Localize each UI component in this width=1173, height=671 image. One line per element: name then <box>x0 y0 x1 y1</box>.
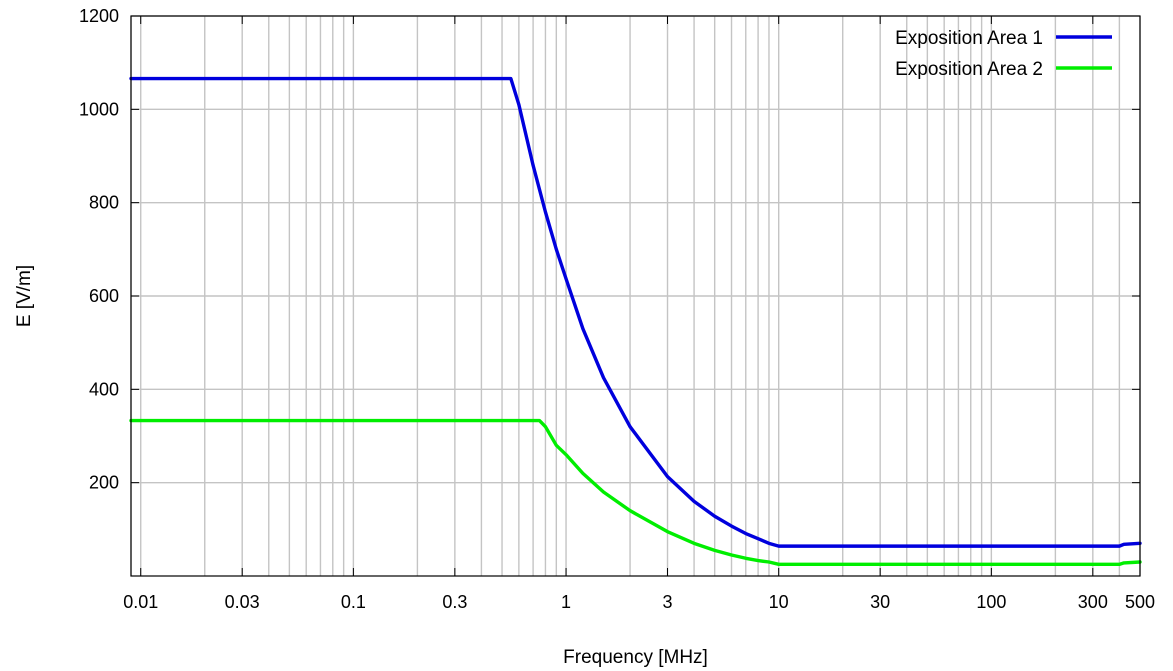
x-axis-label: Frequency [MHz] <box>563 647 708 668</box>
y-tick-label: 200 <box>89 473 119 493</box>
x-tick-label: 30 <box>870 592 890 612</box>
ticks: 0.01 0.03 0.1 0.3 1 3 10 30 100 300 500 200 400 600 80… <box>79 6 1155 612</box>
legend-label-1: Exposition Area 1 <box>895 28 1043 49</box>
x-tick-label: 0.03 <box>225 592 260 612</box>
series-line-2 <box>129 418 1142 567</box>
y-tick-label: 1200 <box>79 6 119 26</box>
x-tick-label: 500 <box>1125 592 1155 612</box>
y-tick-label: 600 <box>89 286 119 306</box>
x-tick-label: 100 <box>976 592 1006 612</box>
x-tick-label: 0.01 <box>123 592 158 612</box>
y-tick-label: 1000 <box>79 99 119 119</box>
x-tick-label: 3 <box>663 592 673 612</box>
y-tick-label: 400 <box>89 379 119 399</box>
series-layer <box>129 76 1142 567</box>
legend-label-2: Exposition Area 2 <box>895 59 1043 80</box>
x-tick-label: 1 <box>561 592 571 612</box>
x-tick-label: 0.3 <box>442 592 467 612</box>
legend: Exposition Area 1 Exposition Area 2 <box>895 28 1112 80</box>
x-tick-label: 10 <box>769 592 789 612</box>
x-tick-label: 0.1 <box>341 592 366 612</box>
series-line-1 <box>129 76 1142 548</box>
y-axis-label: E [V/m] <box>14 265 35 327</box>
y-tick-label: 800 <box>89 193 119 213</box>
x-tick-label: 300 <box>1078 592 1108 612</box>
